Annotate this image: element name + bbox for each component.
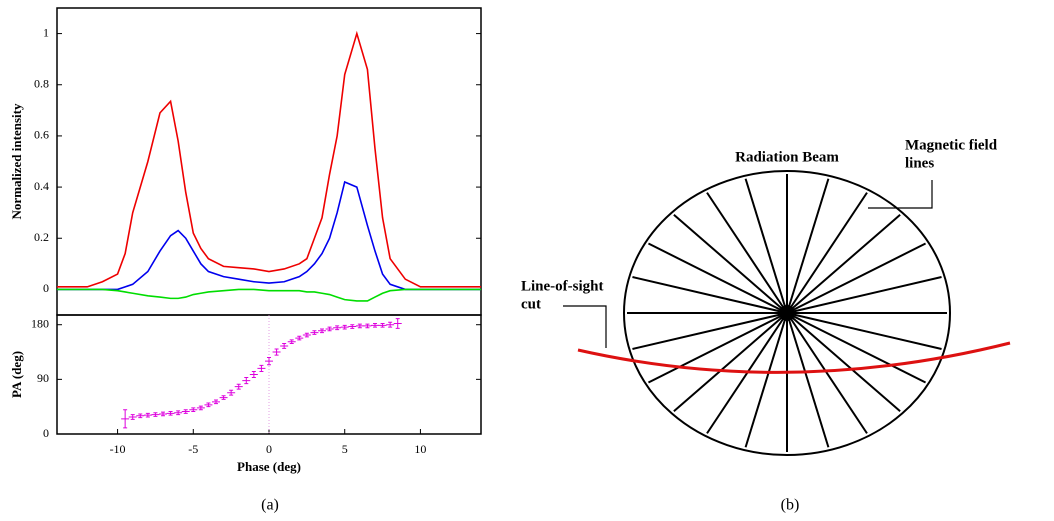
data-point: [333, 325, 342, 331]
field-line: [647, 242, 788, 314]
field-line: [786, 312, 868, 434]
data-point: [143, 412, 152, 418]
y-tick-label: 1: [43, 25, 49, 39]
field-line: [786, 178, 830, 314]
data-point: [234, 383, 243, 390]
data-point: [136, 413, 145, 419]
x-tick-label: 5: [342, 442, 348, 456]
data-point: [287, 339, 296, 345]
y-tick-label: 0: [43, 281, 49, 295]
y-tick-label: 0.4: [34, 179, 49, 193]
data-point: [189, 407, 198, 413]
diagram: Line-of-sight cut Radiation Beam Magneti…: [521, 137, 1011, 456]
field-line: [786, 312, 927, 384]
x-tick-label: -5: [188, 442, 198, 456]
field-line: [786, 192, 868, 314]
x-tick-label: -10: [110, 442, 126, 456]
data-point: [159, 411, 167, 417]
diagram-label: Magnetic field: [905, 137, 998, 153]
field-line: [786, 312, 901, 413]
data-point: [219, 395, 228, 400]
leader-line: [868, 180, 933, 209]
y-tick-label: 0.6: [34, 128, 49, 142]
data-point: [174, 410, 183, 416]
caption: (b): [781, 497, 800, 514]
field-line: [786, 242, 927, 314]
data-point: [166, 411, 175, 416]
y-tick-label: 0: [43, 426, 49, 440]
field-line: [786, 276, 942, 314]
data-point: [280, 343, 289, 349]
data-point: [204, 402, 213, 408]
field-line: [673, 213, 788, 314]
data-point: [151, 412, 160, 417]
data-point: [378, 323, 387, 328]
data-point: [121, 409, 130, 429]
data-point: [340, 324, 349, 330]
y-tick-label: 90: [37, 371, 49, 385]
plot-frame: [56, 7, 482, 316]
data-point: [249, 370, 258, 379]
data-point: [318, 328, 326, 334]
data-point: [212, 399, 220, 405]
data-point: [196, 405, 205, 411]
leader-line: [563, 305, 607, 348]
data-point: [128, 414, 137, 420]
plot-frame: [56, 314, 482, 435]
data-point: [242, 377, 251, 385]
data-point: [302, 332, 311, 338]
data-point: [295, 335, 304, 341]
beam-ellipse: [623, 170, 951, 456]
data-point: [355, 323, 364, 329]
diagram-label: cut: [521, 296, 541, 312]
data-point: [371, 323, 379, 328]
data-point: [257, 364, 266, 372]
x-tick-label: 0: [266, 442, 272, 456]
field-line: [786, 312, 942, 350]
data-point: [310, 330, 319, 335]
y-tick-label: 0.8: [34, 77, 49, 91]
field-line: [706, 192, 788, 314]
x-axis-label: Phase (deg): [237, 459, 301, 474]
line-of-sight-cut: [577, 341, 1011, 374]
field-line: [744, 312, 788, 448]
series-line: [57, 288, 481, 302]
caption: (a): [261, 497, 279, 514]
data-point: [393, 318, 402, 329]
y-tick-label: 0.2: [34, 230, 49, 244]
data-point: [227, 389, 236, 396]
y-axis-label: Normalized intensity: [9, 103, 24, 219]
diagram-label: Line-of-sight: [521, 278, 604, 294]
y-tick-label: 180: [31, 316, 49, 330]
y-axis-label: PA (deg): [9, 351, 24, 398]
data-point: [348, 324, 357, 329]
x-tick-label: 10: [414, 442, 426, 456]
field-line: [673, 312, 788, 413]
field-line: [744, 178, 788, 314]
series-line: [57, 30, 481, 288]
field-line: [786, 312, 830, 448]
data-point: [325, 326, 334, 332]
data-point: [272, 348, 281, 356]
series-line: [57, 180, 481, 291]
diagram-label: lines: [905, 155, 934, 171]
field-line: [632, 312, 788, 350]
diagram-label: Radiation Beam: [735, 149, 839, 165]
data-point: [363, 323, 372, 329]
data-point: [181, 409, 190, 414]
field-line: [632, 276, 788, 314]
field-line: [647, 312, 788, 384]
field-line: [786, 213, 901, 314]
beam-center: [779, 305, 795, 321]
data-point: [265, 357, 273, 366]
data-point: [386, 321, 395, 328]
field-lines: [627, 174, 947, 452]
